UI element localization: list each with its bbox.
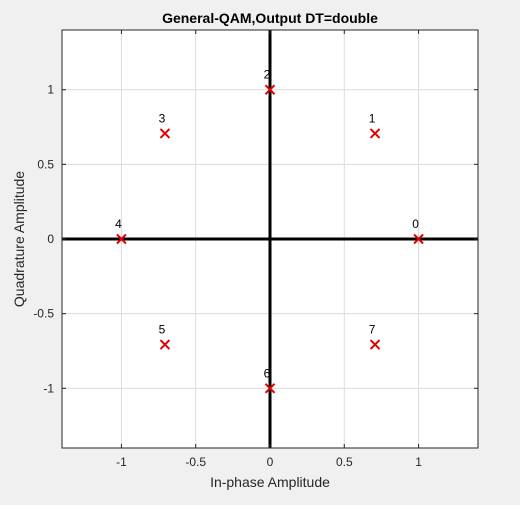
point-label: 6 [264,366,271,380]
point-label: 7 [369,323,376,337]
constellation-point-4: 4 [115,217,127,245]
x-tick-label: -0.5 [185,455,206,469]
constellation-point-0: 0 [412,217,424,245]
y-tick-label: 1 [47,83,54,97]
point-label: 4 [115,217,122,231]
x-tick-label: 0.5 [336,455,353,469]
x-axis-label: In-phase Amplitude [210,474,330,490]
x-marker-stroke [369,128,381,139]
x-marker-stroke [413,233,424,245]
y-tick-label: 0 [47,232,54,246]
y-tick-label: -1 [43,381,54,395]
x-marker-stroke [159,339,171,350]
x-tick-label: -1 [116,455,127,469]
constellation-point-6: 6 [264,366,276,394]
plot-box [61,29,479,449]
x-tick-label: 1 [415,455,422,469]
x-tick-label: 0 [267,455,274,469]
chart-title: General-QAM,Output DT=double [162,10,378,26]
x-marker-stroke [369,339,381,350]
constellation-point-1: 1 [369,111,381,139]
point-label: 5 [159,323,166,337]
x-marker-stroke [116,233,127,245]
y-tick-label: 0.5 [37,157,54,171]
point-label: 2 [264,68,271,82]
point-label: 0 [412,217,419,231]
point-label: 1 [369,111,376,125]
constellation-point-3: 3 [159,111,171,139]
x-marker-stroke [264,383,276,394]
point-label: 3 [159,111,166,125]
zero-axes [62,30,478,448]
x-marker-stroke [264,84,276,95]
y-axis-label: Quadrature Amplitude [11,171,27,307]
constellation-point-7: 7 [369,323,381,350]
constellation-point-2: 2 [264,68,276,95]
constellation-point-5: 5 [159,323,171,350]
axis-ticks: -1 -0.5 0 0.5 1 -1 -0.5 0 0.5 1 [33,30,478,469]
constellation-points: 0 1 2 3 4 5 6 7 [115,68,424,394]
y-tick-label: -0.5 [33,307,54,321]
x-marker-stroke [159,128,171,139]
